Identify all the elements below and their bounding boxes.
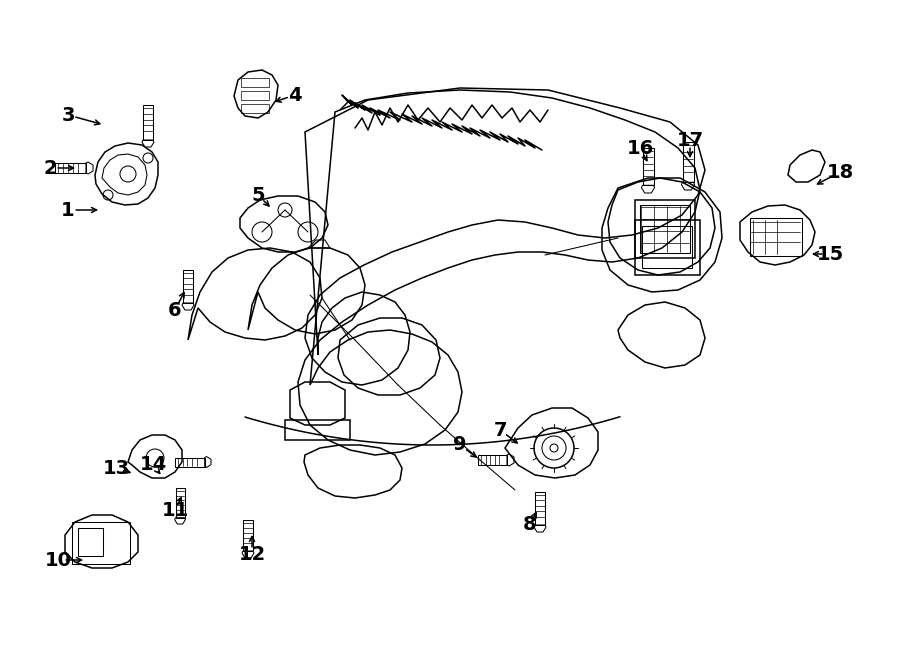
- Bar: [175, 458, 204, 467]
- Bar: [55, 163, 86, 173]
- Text: 5: 5: [251, 185, 265, 205]
- Text: 1: 1: [61, 201, 75, 220]
- Text: 17: 17: [677, 130, 704, 150]
- Text: 10: 10: [44, 551, 71, 569]
- Bar: [72, 522, 130, 564]
- Bar: [176, 488, 185, 518]
- Text: 3: 3: [61, 105, 75, 124]
- Text: 16: 16: [626, 138, 653, 158]
- Text: 13: 13: [103, 459, 130, 477]
- Bar: [535, 492, 545, 525]
- Text: 2: 2: [43, 158, 57, 177]
- Bar: [143, 105, 153, 140]
- Bar: [635, 220, 700, 275]
- Bar: [478, 455, 507, 465]
- Text: 12: 12: [238, 545, 266, 565]
- Text: 9: 9: [454, 436, 467, 455]
- Bar: [241, 91, 269, 100]
- Bar: [241, 78, 269, 87]
- Text: 4: 4: [288, 85, 302, 105]
- Bar: [241, 104, 269, 113]
- Bar: [642, 226, 692, 268]
- Text: 8: 8: [523, 516, 536, 534]
- Bar: [183, 270, 193, 303]
- Bar: [643, 148, 654, 185]
- Text: 14: 14: [140, 455, 166, 475]
- Text: 6: 6: [168, 301, 182, 320]
- Text: 15: 15: [816, 244, 843, 263]
- Bar: [78, 528, 103, 556]
- Text: 7: 7: [493, 420, 507, 440]
- Bar: [750, 218, 802, 256]
- Text: 11: 11: [161, 500, 189, 520]
- Bar: [683, 142, 694, 182]
- Bar: [243, 520, 253, 551]
- Text: 18: 18: [826, 162, 853, 181]
